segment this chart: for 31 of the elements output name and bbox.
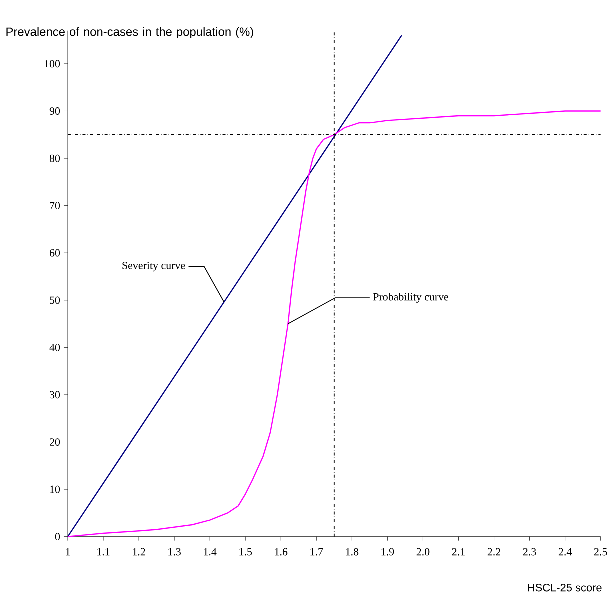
y-tick-label: 0 (55, 533, 60, 541)
x-tick-label: 1.8 (346, 548, 359, 556)
y-tick-label: 40 (50, 344, 60, 352)
x-tick-label: 1 (66, 548, 70, 556)
x-tick-label: 1.6 (275, 548, 288, 556)
x-tick-label: 2.2 (488, 548, 501, 556)
x-tick-label: 1.4 (204, 548, 217, 556)
y-tick-label: 50 (50, 296, 60, 304)
y-tick-label: 10 (50, 486, 60, 494)
y-tick-label: 20 (50, 438, 60, 446)
y-axis-title: Prevalence of non-cases in the population (%) (6, 28, 254, 39)
x-tick-label: 1.3 (168, 548, 181, 556)
annotation: Probability curve (373, 293, 449, 304)
x-tick-label: 2.1 (452, 548, 465, 556)
x-tick-label: 1.1 (98, 548, 110, 556)
annotation: Severity curve (122, 262, 186, 272)
y-tick-label: 90 (50, 108, 60, 116)
x-tick-label: 1.2 (133, 548, 146, 556)
x-axis-title: HSCL-25 score (528, 584, 602, 592)
y-tick-label: 60 (50, 250, 60, 257)
x-tick-label: 2.3 (523, 548, 536, 556)
y-tick-label: 100 (45, 60, 60, 68)
x-tick-label: 1.7 (310, 548, 324, 556)
x-tick-label: 2.0 (416, 548, 430, 556)
x-tick-label: 1.5 (240, 548, 252, 556)
y-tick-label: 80 (50, 154, 60, 162)
x-tick-label: 2.5 (594, 548, 608, 556)
y-tick-label: 70 (50, 202, 60, 210)
x-tick-label: 1.9 (382, 548, 394, 556)
y-tick-label: 30 (50, 391, 60, 399)
x-tick-label: 2.4 (558, 548, 572, 556)
